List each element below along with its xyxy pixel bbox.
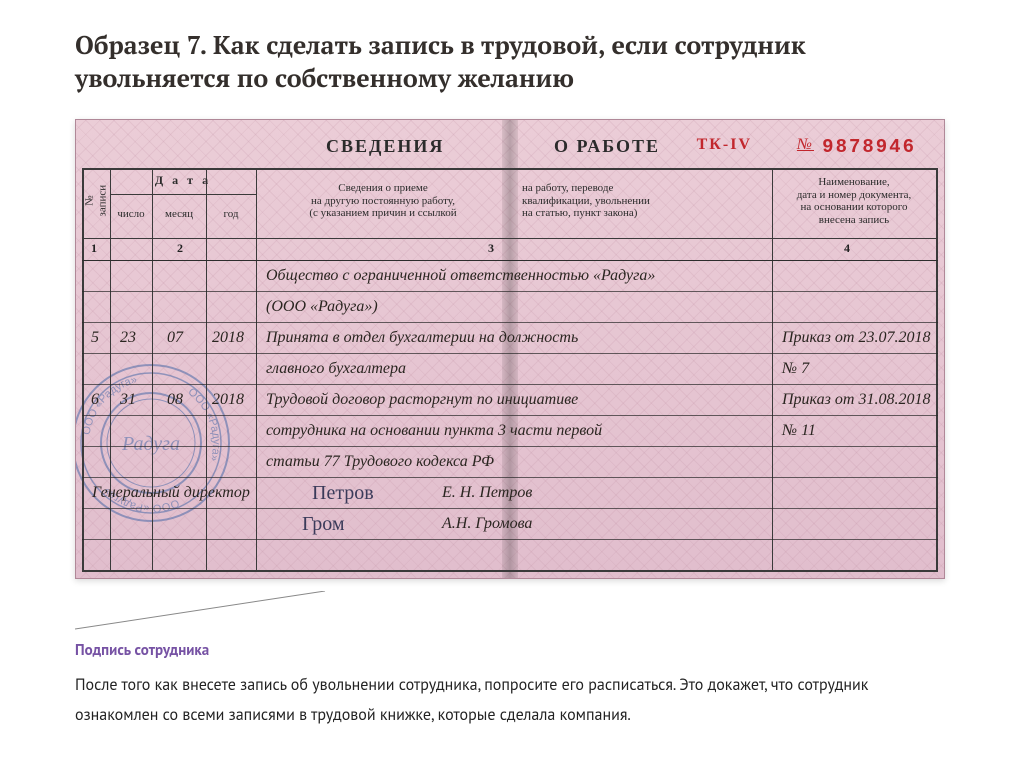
cell-month: 08 xyxy=(167,391,183,409)
cell-info-left: Генеральный директор xyxy=(92,484,250,502)
callout-pointer xyxy=(75,591,945,631)
cell-info: Принята в отдел бухгалтерии на должность xyxy=(266,329,578,347)
col-header-info-left: Сведения о приеме на другую постоянную р… xyxy=(260,182,506,220)
cell-info: Трудовой договор расторгнут по инициатив… xyxy=(266,391,578,409)
header-left: СВЕДЕНИЯ xyxy=(326,136,444,157)
cell-day: 31 xyxy=(120,391,136,409)
cell-name: А.Н. Громова xyxy=(442,515,532,533)
cell-num: 6 xyxy=(91,391,99,409)
cell-info: Общество с ограниченной ответственностью… xyxy=(266,267,655,285)
cell-doc: Приказ от 31.08.2018 xyxy=(782,391,930,409)
cell-month: 07 xyxy=(167,329,183,347)
signature-employee: Гром xyxy=(302,513,345,536)
cell-info: сотрудника на основании пункта 3 части п… xyxy=(266,422,602,440)
serial-number: 9878946 xyxy=(822,136,916,158)
col-header-num: № записи xyxy=(83,181,108,221)
header-right: О РАБОТЕ xyxy=(554,136,660,157)
cell-info: статьи 77 Трудового кодекса РФ xyxy=(266,453,494,471)
col-header-day: число xyxy=(110,208,152,221)
colnum-3: 3 xyxy=(488,241,494,256)
cell-doc: Приказ от 23.07.2018 xyxy=(782,329,930,347)
cell-num: 5 xyxy=(91,329,99,347)
cell-year: 2018 xyxy=(212,329,244,347)
cell-doc: № 11 xyxy=(782,422,816,440)
table-grid: № записи Д а т а число месяц год Сведени… xyxy=(82,168,938,572)
cell-doc: № 7 xyxy=(782,360,809,378)
col-header-year: год xyxy=(206,208,256,221)
col-header-month: месяц xyxy=(152,208,206,221)
cell-year: 2018 xyxy=(212,391,244,409)
col-header-info-right: на работу, переводе квалификации, увольн… xyxy=(522,182,768,220)
series-code: ТК-IV xyxy=(697,136,752,154)
colnum-2: 2 xyxy=(177,241,183,256)
serial-label: № xyxy=(797,136,814,154)
cell-info: главного бухгалтера xyxy=(266,360,406,378)
cell-name: Е. Н. Петров xyxy=(442,484,532,502)
cell-day: 23 xyxy=(120,329,136,347)
workbook-scan: ООО «Радуга» ООО «Радуга» ООО «Радуга» Р… xyxy=(75,119,945,579)
cell-info: (ООО «Радуга») xyxy=(266,298,378,316)
callout-body: После того как внесете запись об увольне… xyxy=(75,670,945,731)
col-header-date: Д а т а xyxy=(110,174,256,188)
colnum-1: 1 xyxy=(91,241,97,256)
callout-label: Подпись сотрудника xyxy=(75,641,945,660)
page-title: Образец 7. Как сделать запись в трудовой… xyxy=(75,30,945,95)
col-header-doc: Наименование, дата и номер документа, на… xyxy=(774,176,934,227)
colnum-4: 4 xyxy=(844,241,850,256)
callout: Подпись сотрудника После того как внесет… xyxy=(75,641,945,731)
signature-director: Петров xyxy=(312,482,374,505)
